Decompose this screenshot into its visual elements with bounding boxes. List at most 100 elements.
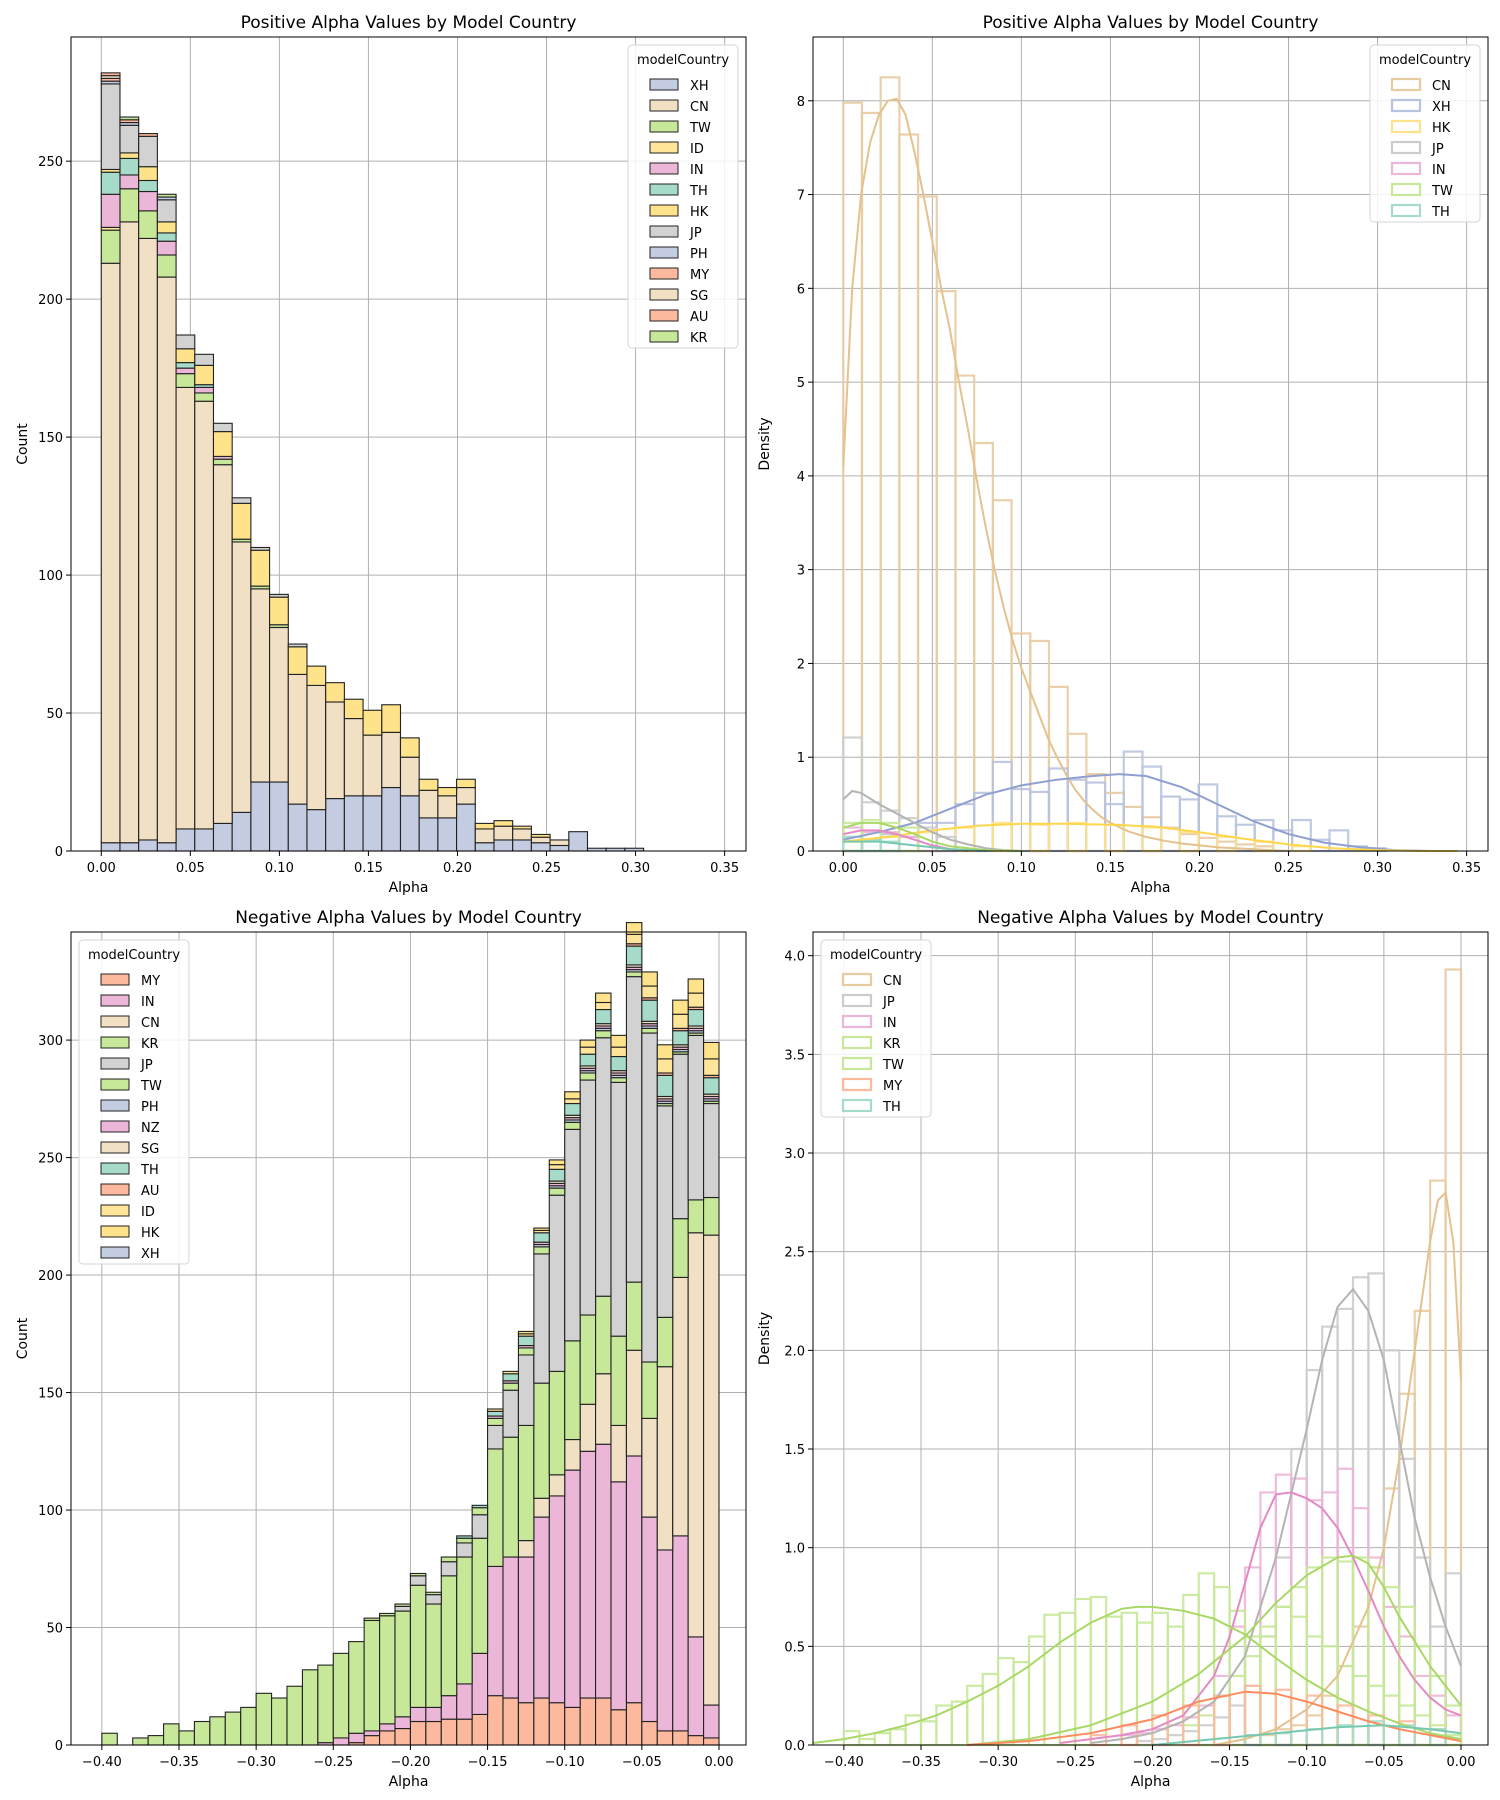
- bar-KR: [1058, 1611, 1077, 1747]
- bar-TH: [595, 1008, 612, 1025]
- bar-JP: [672, 1053, 689, 1220]
- bar-TW: [502, 1382, 519, 1391]
- bar-ID: [656, 1058, 674, 1074]
- kde-line-XH: [843, 773, 1432, 852]
- y-tick-label: 3: [797, 564, 805, 579]
- bar-TH: [656, 1074, 674, 1098]
- bar-JP: [517, 1354, 535, 1426]
- bar-KR: [119, 116, 140, 121]
- y-tick-label: 0: [55, 845, 63, 860]
- bar-TH: [119, 157, 140, 176]
- bar-TW: [194, 392, 215, 402]
- bar-HK: [212, 431, 233, 457]
- bar-HK: [381, 704, 402, 733]
- bar-HK: [306, 665, 327, 686]
- bars: [101, 922, 720, 1746]
- y-tick-label: 0.0: [784, 1739, 805, 1754]
- legend-swatch-JP: [1390, 140, 1422, 155]
- bar-KR: [332, 1652, 350, 1739]
- y-axis: 0 1 2 3 4 5 6 7 8: [797, 95, 813, 860]
- bar-JP: [250, 546, 271, 551]
- bar-JP: [1413, 1556, 1432, 1747]
- bar-CN: [860, 111, 882, 853]
- bar-TW: [1336, 1560, 1355, 1747]
- bar-JP: [595, 1037, 612, 1297]
- bar-CN: [362, 734, 383, 797]
- bar-TW: [595, 1030, 612, 1039]
- bar-TH: [456, 1535, 473, 1539]
- bar-MY: [487, 1695, 504, 1746]
- bar-KR: [858, 1737, 876, 1747]
- bar-TW: [533, 1246, 550, 1255]
- bar-TW: [625, 971, 643, 978]
- bar-XH: [287, 803, 308, 852]
- bar-XH: [991, 760, 1013, 853]
- legend-swatch-NZ: [100, 1120, 130, 1133]
- x-tick-label: 0.30: [621, 861, 650, 876]
- bar-HK: [399, 737, 420, 758]
- legend-swatch-TH: [649, 183, 679, 196]
- bar-IN: [425, 1706, 442, 1723]
- bar-XH: [100, 842, 121, 852]
- kde-line-IN: [1059, 1491, 1462, 1744]
- legend-swatch-XH: [100, 1246, 130, 1259]
- bar-MY: [138, 133, 158, 137]
- bar-XH: [1197, 783, 1219, 853]
- bar-IN: [564, 1469, 581, 1708]
- bar-HK: [343, 698, 364, 720]
- bar-CN: [287, 673, 308, 805]
- bar-HK: [269, 596, 289, 626]
- bar-IN: [100, 193, 121, 228]
- legend-swatch-IN: [649, 162, 679, 175]
- bar-CN: [687, 1232, 705, 1638]
- bar-KR: [502, 1436, 519, 1558]
- bar-IN: [502, 1556, 519, 1699]
- bar-HK: [641, 971, 658, 987]
- y-axis-label: Count: [15, 1317, 31, 1359]
- bar-CN: [564, 1438, 581, 1471]
- bar-XH: [456, 803, 476, 852]
- x-tick-label: 0.20: [1185, 861, 1214, 876]
- legend-swatch-CN: [841, 972, 873, 987]
- legend-label-PH: PH: [141, 1100, 159, 1115]
- bar-IN: [656, 1549, 674, 1732]
- bar-MY: [579, 1697, 597, 1746]
- bar-CN: [250, 588, 271, 783]
- legend-label-HK: HK: [141, 1226, 160, 1241]
- x-tick-label: 0.00: [1447, 1755, 1476, 1770]
- legend-swatch-JP: [649, 225, 679, 238]
- bar-XH: [212, 822, 233, 852]
- kde-line-JP: [842, 789, 1022, 852]
- kde-line-TW: [843, 821, 1022, 852]
- legend-swatch-CN: [100, 1015, 130, 1028]
- y-tick-label: 0: [55, 1739, 63, 1754]
- legend-label-NZ: NZ: [141, 1121, 160, 1136]
- bar-CN: [1444, 968, 1463, 1747]
- x-tick-label: −0.05: [1364, 1755, 1404, 1770]
- y-tick-label: 6: [797, 282, 805, 297]
- bar-ID: [595, 1001, 612, 1011]
- legend-swatch-AU: [649, 309, 679, 322]
- x-tick-label: 0.15: [354, 861, 383, 876]
- x-tick-label: 0.05: [176, 861, 205, 876]
- legend-swatch-TW: [1390, 182, 1422, 197]
- bar-CN: [549, 839, 570, 847]
- bar-CN: [231, 541, 252, 813]
- bar-IN: [703, 1704, 720, 1739]
- y-tick-label: 100: [38, 1504, 63, 1519]
- bar-CN: [595, 1373, 612, 1445]
- legend-label-IN: IN: [883, 1016, 897, 1031]
- legend-title: modelCountry: [637, 53, 729, 68]
- bar-TH: [138, 179, 158, 193]
- bar-KR: [672, 1218, 689, 1278]
- bar-XH: [231, 811, 252, 852]
- bar-HK: [456, 778, 476, 789]
- x-tick-label: −0.25: [313, 1755, 353, 1770]
- bar-CN: [456, 786, 476, 805]
- legend-label-TH: TH: [882, 1100, 901, 1115]
- bar-CN: [916, 195, 938, 853]
- bar-XH: [399, 795, 420, 852]
- bar-JP: [231, 497, 252, 504]
- bar-IN: [119, 174, 140, 190]
